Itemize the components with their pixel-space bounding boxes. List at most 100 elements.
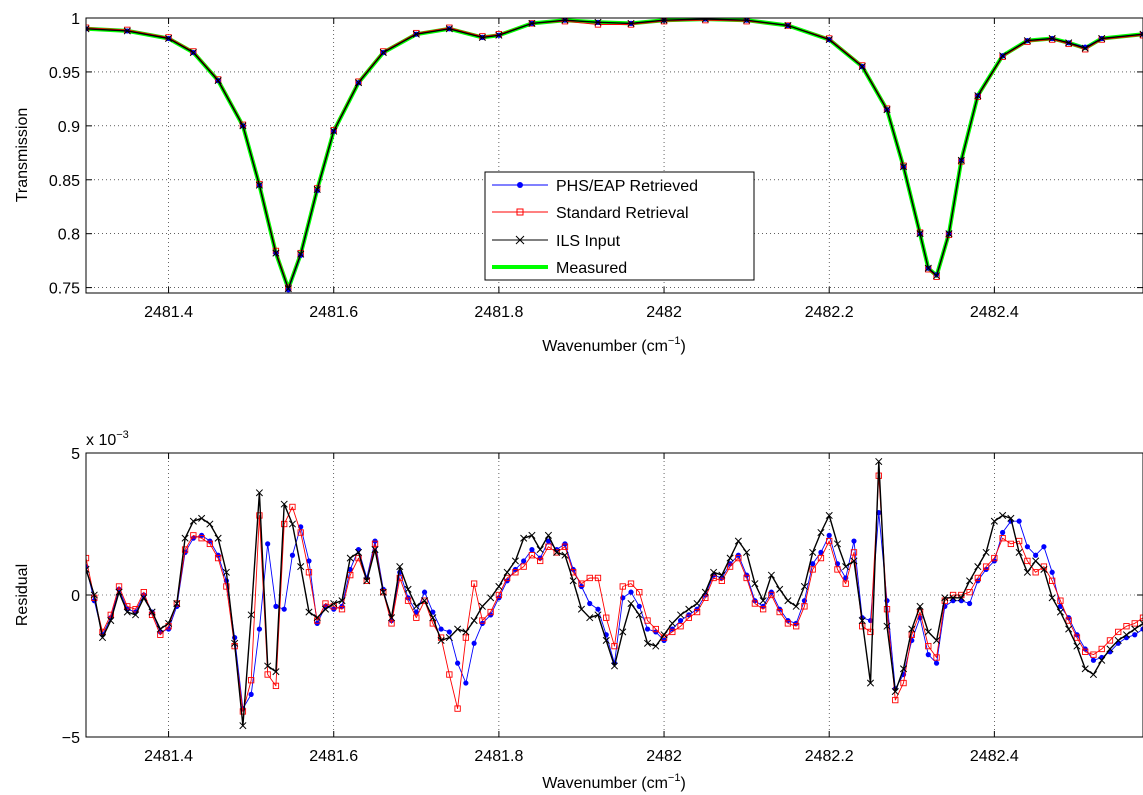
residual-point-standard-retrieval: [801, 603, 808, 610]
transmission-point-ils-input: [239, 122, 247, 130]
residual-point-ils-input: [1122, 631, 1131, 639]
residual-point-ils-input: [222, 568, 230, 576]
residual-point-ils-input: [189, 517, 197, 525]
transmission-x-tick-label: 2482.2: [805, 304, 854, 321]
residual-point-ils-input: [1089, 670, 1098, 679]
residual-point-standard-retrieval: [759, 606, 767, 613]
residual-point-phs-eap-retrieved: [925, 652, 931, 658]
residual-point-standard-retrieval: [900, 679, 907, 687]
residual-point-ils-input: [321, 605, 330, 613]
transmission-point-ils-input: [1139, 30, 1143, 38]
residual-point-ils-input: [619, 628, 627, 636]
transmission-point-ils-input: [957, 156, 965, 164]
residual-point-phs-eap-retrieved: [1140, 626, 1143, 632]
residual-point-phs-eap-retrieved: [810, 561, 816, 567]
residual-point-ils-input: [743, 548, 751, 556]
residual-point-standard-retrieval: [1106, 637, 1114, 644]
transmission-point-ils-input: [313, 185, 321, 194]
transmission-point-ils-input: [1023, 37, 1031, 45]
residual-point-ils-input: [445, 634, 453, 642]
residual-x-axis-label: Wavenumber (cm−1): [542, 772, 686, 792]
residual-point-standard-retrieval: [1057, 597, 1064, 604]
transmission-point-ils-input: [701, 18, 709, 23]
residual-point-ils-input: [297, 563, 305, 571]
residual-point-standard-retrieval: [743, 574, 750, 582]
residual-point-ils-input: [941, 594, 949, 602]
transmission-point-ils-input: [883, 106, 891, 114]
residual-point-ils-input: [247, 611, 255, 619]
residual-point-ils-input: [544, 531, 552, 539]
residual-point-ils-input: [429, 614, 437, 622]
residual-point-ils-input: [181, 534, 189, 542]
residual-point-phs-eap-retrieved: [950, 598, 956, 604]
residual-point-ils-input: [999, 511, 1007, 520]
residual-point-standard-retrieval: [892, 696, 899, 704]
residual-point-ils-input: [86, 565, 90, 573]
residual-point-phs-eap-retrieved: [1049, 569, 1055, 575]
residual-point-ils-input: [1007, 514, 1015, 522]
residual-point-standard-retrieval: [735, 554, 742, 562]
residual-point-ils-input: [1032, 557, 1040, 565]
transmission-point-ils-input: [284, 285, 292, 293]
residual-point-phs-eap-retrieved: [1090, 657, 1097, 663]
residual-point-phs-eap-retrieved: [438, 626, 444, 632]
residual-point-phs-eap-retrieved: [1132, 632, 1138, 638]
transmission-x-tick-label: 2481.4: [144, 304, 193, 321]
residual-point-standard-retrieval: [991, 554, 998, 562]
residual-point-ils-input: [866, 679, 875, 687]
residual-point-phs-eap-retrieved: [628, 589, 634, 595]
residual-point-ils-input: [850, 557, 858, 565]
residual-point-ils-input: [677, 611, 685, 619]
residual-point-standard-retrieval: [594, 574, 602, 582]
residual-point-standard-retrieval: [586, 574, 593, 582]
residual-y-tick-label: 0: [71, 588, 80, 605]
transmission-point-ils-input: [379, 48, 387, 57]
residual-point-standard-retrieval: [248, 677, 255, 684]
residual-point-ils-input: [470, 617, 478, 625]
transmission-point-ils-input: [999, 52, 1007, 60]
residual-point-standard-retrieval: [1049, 577, 1056, 584]
residual-point-ils-input: [1106, 645, 1114, 653]
residual-point-standard-retrieval: [388, 620, 395, 627]
residual-point-phs-eap-retrieved: [587, 600, 593, 607]
residual-point-standard-retrieval: [305, 569, 313, 576]
residual-point-phs-eap-retrieved: [636, 603, 642, 609]
transmission-point-ils-input: [899, 163, 908, 171]
residual-point-standard-retrieval: [834, 566, 841, 573]
residual-point-standard-retrieval: [181, 546, 189, 553]
residual-point-ils-input: [767, 571, 775, 579]
residual-point-ils-input: [908, 625, 916, 633]
residual-point-ils-input: [272, 668, 280, 676]
residual-point-standard-retrieval: [495, 591, 503, 599]
residual-point-phs-eap-retrieved: [446, 629, 452, 635]
transmission-series-group: [86, 18, 1143, 293]
residual-point-standard-retrieval: [545, 543, 552, 550]
residual-point-ils-input: [933, 636, 941, 644]
residual-point-standard-retrieval: [1123, 623, 1130, 630]
residual-panel: 2481.4 2481.6 2481.8 2482 2482.2 2482.4 −5 0 5 x…: [14, 429, 1143, 792]
transmission-y-tick-label: 0.8: [58, 227, 80, 244]
residual-point-phs-eap-retrieved: [966, 600, 973, 607]
residual-point-ils-input: [792, 602, 800, 610]
residual-point-ils-input: [660, 631, 668, 639]
residual-point-standard-retrieval: [966, 589, 973, 596]
residual-point-phs-eap-retrieved: [521, 558, 527, 564]
residual-point-ils-input: [776, 585, 784, 593]
residual-point-ils-input: [454, 625, 462, 633]
residual-point-phs-eap-retrieved: [421, 589, 428, 595]
residual-y-tick-label: 5: [71, 446, 80, 463]
residual-point-ils-input: [1139, 619, 1143, 627]
transmission-point-ils-input: [784, 21, 792, 30]
residual-point-standard-retrieval: [619, 583, 626, 590]
residual-point-ils-input: [1048, 594, 1056, 602]
residual-point-phs-eap-retrieved: [677, 617, 684, 624]
residual-point-ils-input: [1098, 656, 1106, 664]
residual-x-tick-label: 2481.4: [144, 748, 193, 765]
residual-point-ils-input: [718, 571, 726, 579]
transmission-y-tick-label: 1: [71, 11, 80, 28]
transmission-point-ils-input: [354, 79, 363, 87]
residual-point-ils-input: [536, 546, 544, 554]
residual-point-ils-input: [586, 614, 594, 622]
residual-point-phs-eap-retrieved: [1000, 529, 1006, 536]
residual-point-ils-input: [462, 628, 470, 636]
